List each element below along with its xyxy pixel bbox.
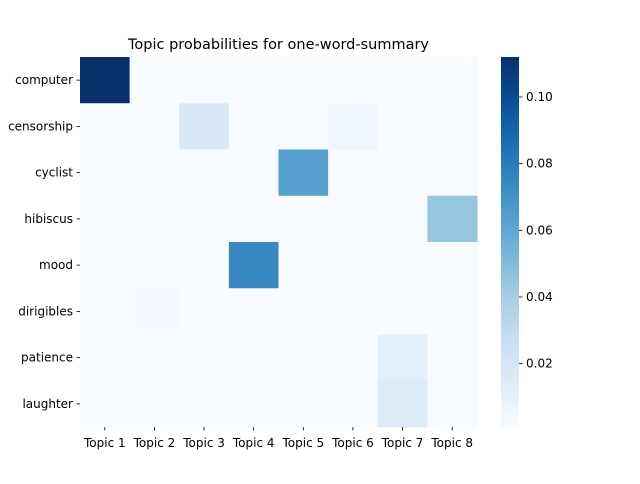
- heatmap-cell: [228, 288, 279, 335]
- heatmap-cell: [328, 195, 379, 243]
- heatmap-cell: [427, 288, 478, 335]
- heatmap-cell: [179, 288, 230, 335]
- heatmap-cell: [80, 380, 131, 428]
- heatmap-cell: [228, 334, 279, 382]
- heatmap-cell: [427, 242, 478, 289]
- heatmap-cell: [278, 103, 329, 150]
- y-tick-label: cyclist: [35, 166, 73, 180]
- heatmap-cell: [179, 380, 230, 428]
- colorbar: 0.02 0.04 0.06 0.08 0.10: [501, 57, 553, 427]
- heatmap-cell: [80, 149, 131, 197]
- heatmap-cell: [80, 288, 131, 335]
- x-tick-label: Topic 6: [331, 436, 374, 450]
- heatmap-cell: [427, 380, 478, 428]
- heatmap-cell: [228, 103, 279, 150]
- heatmap-cell: [179, 195, 230, 243]
- heatmap-cell: [129, 195, 180, 243]
- heatmap-cell: [328, 288, 379, 335]
- x-tick-label: Topic 3: [182, 436, 225, 450]
- x-tick-label: Topic 7: [381, 436, 424, 450]
- heatmap-cell: [278, 57, 329, 104]
- heatmap-cell: [278, 288, 329, 335]
- heatmap-cell: [129, 103, 180, 150]
- heatmap-cell: [328, 380, 379, 428]
- y-tick-label: dirigibles: [18, 304, 73, 318]
- heatmap-cell: [228, 380, 279, 428]
- y-tick-label: laughter: [22, 397, 73, 411]
- heatmap-cell: [278, 334, 329, 382]
- heatmap-cell: [377, 334, 428, 382]
- colorbar-tick-label: 0.02: [526, 357, 553, 371]
- chart-title: Topic probabilities for one-word-summary: [127, 37, 429, 53]
- heatmap-cell: [80, 103, 131, 150]
- colorbar-tick-label: 0.04: [526, 290, 553, 304]
- heatmap-cell: [377, 103, 428, 150]
- heatmap-cell: [328, 103, 379, 150]
- x-tick-label: Topic 5: [281, 436, 324, 450]
- heatmap-cell: [278, 242, 329, 289]
- colorbar-tick-label: 0.10: [526, 90, 553, 104]
- heatmap-cell: [377, 57, 428, 104]
- heatmap-cell: [129, 149, 180, 197]
- heatmap-cell: [278, 195, 329, 243]
- heatmap-cell: [328, 242, 379, 289]
- heatmap-cell: [80, 242, 131, 289]
- heatmap-cell: [328, 334, 379, 382]
- heatmap-cell: [129, 57, 180, 104]
- heatmap-cell: [179, 57, 230, 104]
- heatmap-cell: [179, 103, 230, 150]
- heatmap-cell: [278, 149, 329, 197]
- heatmap-cell: [328, 149, 379, 197]
- x-axis: Topic 1 Topic 2 Topic 3 Topic 4 Topic 5 Topic…: [83, 427, 473, 450]
- y-axis: computer censorship cyclist hibiscus mood dir…: [8, 73, 80, 411]
- heatmap-cell: [228, 242, 279, 289]
- heatmap-cell: [129, 334, 180, 382]
- heatmap-cell: [427, 103, 478, 150]
- heatmap-cell: [179, 242, 230, 289]
- heatmap-cell: [377, 195, 428, 243]
- colorbar-tick-label: 0.06: [526, 223, 553, 237]
- x-tick-label: Topic 2: [133, 436, 176, 450]
- heatmap-cell: [377, 149, 428, 197]
- heatmap-cell: [228, 57, 279, 104]
- heatmap-cell: [129, 380, 180, 428]
- heatmap-cell: [80, 195, 131, 243]
- x-tick-label: Topic 4: [232, 436, 275, 450]
- heatmap-cell: [179, 149, 230, 197]
- heatmap-cell: [278, 380, 329, 428]
- y-tick-label: hibiscus: [24, 212, 73, 226]
- heatmap-cell: [80, 334, 131, 382]
- y-tick-label: patience: [21, 351, 73, 365]
- heatmap-cell: [427, 149, 478, 197]
- x-tick-label: Topic 1: [83, 436, 126, 450]
- heatmap-cell: [228, 149, 279, 197]
- y-tick-label: censorship: [8, 119, 73, 133]
- heatmap-cell: [377, 288, 428, 335]
- heatmap-cell: [328, 57, 379, 104]
- heatmap-cell: [228, 195, 279, 243]
- heatmap-cell: [377, 380, 428, 428]
- heatmap-cell: [129, 288, 180, 335]
- colorbar-gradient-bar: [501, 57, 519, 427]
- heatmap-cell: [377, 242, 428, 289]
- heatmap-cell: [427, 334, 478, 382]
- heatmap-cell: [427, 57, 478, 104]
- heatmap-cell: [427, 195, 478, 243]
- heatmap-cell: [179, 334, 230, 382]
- colorbar-ticks: 0.02 0.04 0.06 0.08 0.10: [519, 90, 553, 371]
- y-tick-label: mood: [39, 258, 73, 272]
- heatmap-cell: [80, 57, 131, 104]
- x-tick-label: Topic 8: [430, 436, 473, 450]
- heatmap-cell: [129, 242, 180, 289]
- y-tick-label: computer: [15, 73, 73, 87]
- colorbar-tick-label: 0.08: [526, 157, 553, 171]
- heatmap-cells: [80, 57, 478, 428]
